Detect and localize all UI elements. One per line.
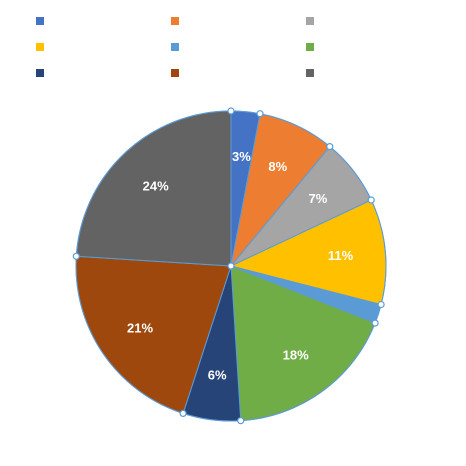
selection-handle[interactable] <box>72 252 80 260</box>
legend-swatch <box>171 17 179 25</box>
slice-data-label: 3% <box>232 149 251 164</box>
selection-handle[interactable] <box>367 196 375 204</box>
slice-data-label: 8% <box>268 159 287 174</box>
legend-swatch <box>306 69 314 77</box>
selection-handle[interactable] <box>227 107 235 115</box>
legend-swatch <box>306 17 314 25</box>
slice-data-label: 18% <box>283 348 309 363</box>
legend-item <box>36 68 50 78</box>
slice-data-label: 11% <box>328 248 354 263</box>
legend-swatch <box>306 43 314 51</box>
slice-data-label: 7% <box>309 191 328 206</box>
legend-item <box>171 42 185 52</box>
selection-handle[interactable] <box>326 143 334 151</box>
slice-labels: 3% 8% 7% 11% 18% 6% 21% 24% <box>127 149 354 383</box>
legend-swatch <box>171 43 179 51</box>
legend-item <box>306 68 320 78</box>
slice-data-label: 24% <box>143 178 169 193</box>
selection-handle[interactable] <box>237 417 245 425</box>
selection-handle[interactable] <box>256 110 264 118</box>
legend-item <box>171 68 185 78</box>
legend-item <box>171 16 185 26</box>
legend-item <box>306 42 320 52</box>
legend-swatch <box>36 43 44 51</box>
slice-data-label: 21% <box>127 320 153 335</box>
legend-swatch <box>36 17 44 25</box>
legend-item <box>36 42 50 52</box>
legend-item <box>36 16 50 26</box>
selection-handles <box>72 107 385 425</box>
pie-slices <box>75 110 387 422</box>
selection-handle[interactable] <box>179 409 187 417</box>
slice-data-label: 6% <box>208 368 227 383</box>
legend-swatch <box>171 69 179 77</box>
selection-handle[interactable] <box>227 262 235 270</box>
legend-item <box>306 16 320 26</box>
chart-legend <box>36 16 336 78</box>
selection-handle[interactable] <box>371 319 379 327</box>
selection-handle[interactable] <box>377 300 385 309</box>
legend-swatch <box>36 69 44 77</box>
